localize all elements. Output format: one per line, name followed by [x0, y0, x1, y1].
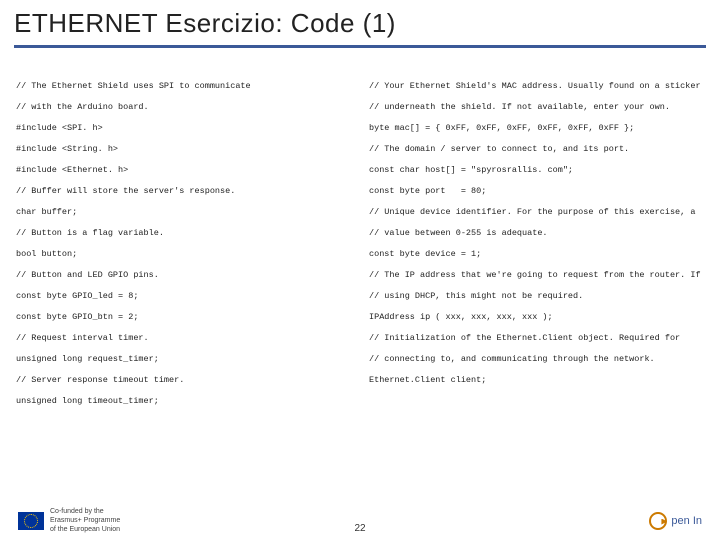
code-area: // The Ethernet Shield uses SPI to commu…: [0, 48, 720, 412]
code-line: // The domain / server to connect to, an…: [369, 139, 704, 160]
logo-circle-icon: [649, 512, 667, 530]
openin-logo: pen In: [649, 512, 702, 530]
code-line: // Button is a flag variable.: [16, 223, 351, 244]
code-column-left: // The Ethernet Shield uses SPI to commu…: [16, 76, 351, 412]
code-line: const byte GPIO_led = 8;: [16, 286, 351, 307]
code-line: // Server response timeout timer.: [16, 370, 351, 391]
code-line: // value between 0-255 is adequate.: [369, 223, 704, 244]
page-number: 22: [354, 523, 365, 534]
code-line: const byte device = 1;: [369, 244, 704, 265]
code-line: bool button;: [16, 244, 351, 265]
cofunded-line1: Co-funded by the: [50, 507, 120, 516]
code-line: unsigned long timeout_timer;: [16, 391, 351, 412]
code-line: // with the Arduino board.: [16, 97, 351, 118]
code-line: IPAddress ip ( xxx, xxx, xxx, xxx );: [369, 307, 704, 328]
code-line: // underneath the shield. If not availab…: [369, 97, 704, 118]
code-line: // Request interval timer.: [16, 328, 351, 349]
code-line: // connecting to, and communicating thro…: [369, 349, 704, 370]
code-line: #include <String. h>: [16, 139, 351, 160]
code-line: // Unique device identifier. For the pur…: [369, 202, 704, 223]
slide-title: ETHERNET Esercizio: Code (1): [0, 0, 720, 43]
code-line: #include <SPI. h>: [16, 118, 351, 139]
logo-text: pen In: [671, 515, 702, 527]
code-line: const byte GPIO_btn = 2;: [16, 307, 351, 328]
code-line: const char host[] = "spyrosrallis. com";: [369, 160, 704, 181]
code-line: char buffer;: [16, 202, 351, 223]
code-line: const byte port = 80;: [369, 181, 704, 202]
code-line: // using DHCP, this might not be require…: [369, 286, 704, 307]
code-line: // Buffer will store the server's respon…: [16, 181, 351, 202]
cofunded-line3: of the European Union: [50, 525, 120, 534]
code-line: // Button and LED GPIO pins.: [16, 265, 351, 286]
code-line: #include <Ethernet. h>: [16, 160, 351, 181]
code-line: Ethernet.Client client;: [369, 370, 704, 391]
code-line: // Initialization of the Ethernet.Client…: [369, 328, 704, 349]
code-line: // Your Ethernet Shield's MAC address. U…: [369, 76, 704, 97]
eu-flag-icon: [18, 512, 44, 530]
code-line: // The IP address that we're going to re…: [369, 265, 704, 286]
code-line: byte mac[] = { 0xFF, 0xFF, 0xFF, 0xFF, 0…: [369, 118, 704, 139]
code-line: // The Ethernet Shield uses SPI to commu…: [16, 76, 351, 97]
cofunded-text: Co-funded by the Erasmus+ Programme of t…: [50, 507, 120, 534]
code-column-right: // Your Ethernet Shield's MAC address. U…: [369, 76, 704, 412]
cofunded-line2: Erasmus+ Programme: [50, 516, 120, 525]
footer-left: Co-funded by the Erasmus+ Programme of t…: [18, 507, 120, 534]
code-line: unsigned long request_timer;: [16, 349, 351, 370]
